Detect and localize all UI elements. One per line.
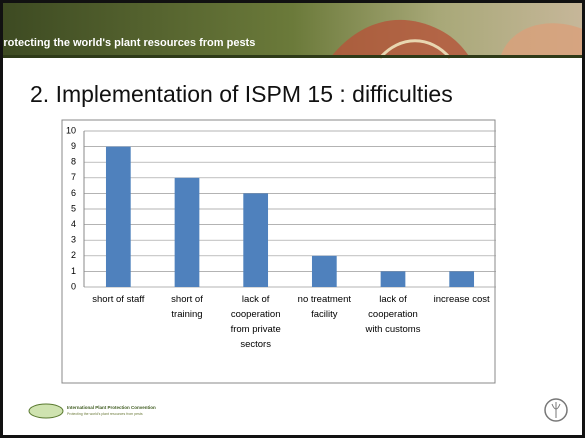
x-tick-label: short of training (157, 292, 217, 322)
footer-organization: International Plant Protection Conventio… (67, 405, 156, 410)
y-tick-label: 5 (71, 203, 76, 213)
bar (449, 271, 474, 287)
y-tick-label: 10 (66, 125, 76, 135)
y-tick-label: 8 (71, 157, 76, 167)
bar (381, 271, 406, 287)
slide-title: 2. Implementation of ISPM 15 : difficult… (30, 81, 453, 107)
header-band (3, 3, 582, 58)
slide-canvas: Protecting the world's plant resources f… (3, 3, 582, 435)
bar (106, 147, 131, 287)
y-tick-label: 4 (71, 219, 76, 229)
y-tick-label: 2 (71, 250, 76, 260)
footer: International Plant Protection Conventio… (29, 399, 567, 421)
x-tick-label: no treatment facility (294, 292, 354, 322)
y-tick-label: 0 (71, 281, 76, 291)
y-tick-label: 1 (71, 266, 76, 276)
y-tick-label: 7 (71, 172, 76, 182)
header-rule (3, 55, 582, 58)
header-tagline: Protecting the world's plant resources f… (3, 37, 255, 49)
x-tick-label: lack of cooperation with customs (363, 292, 423, 337)
y-tick-label: 6 (71, 188, 76, 198)
slide: Protecting the world's plant resources f… (0, 0, 585, 438)
x-tick-label: lack of cooperation from private sectors (226, 292, 286, 352)
bar (312, 256, 337, 287)
bar (175, 178, 200, 287)
y-tick-label: 3 (71, 235, 76, 245)
x-tick-label: short of staff (88, 292, 148, 307)
y-tick-label: 9 (71, 141, 76, 151)
ippc-logo (29, 404, 63, 418)
footer-motto: Protecting the world's plant resources f… (67, 412, 143, 416)
x-tick-label: increase cost (432, 292, 492, 307)
bar (243, 193, 268, 287)
